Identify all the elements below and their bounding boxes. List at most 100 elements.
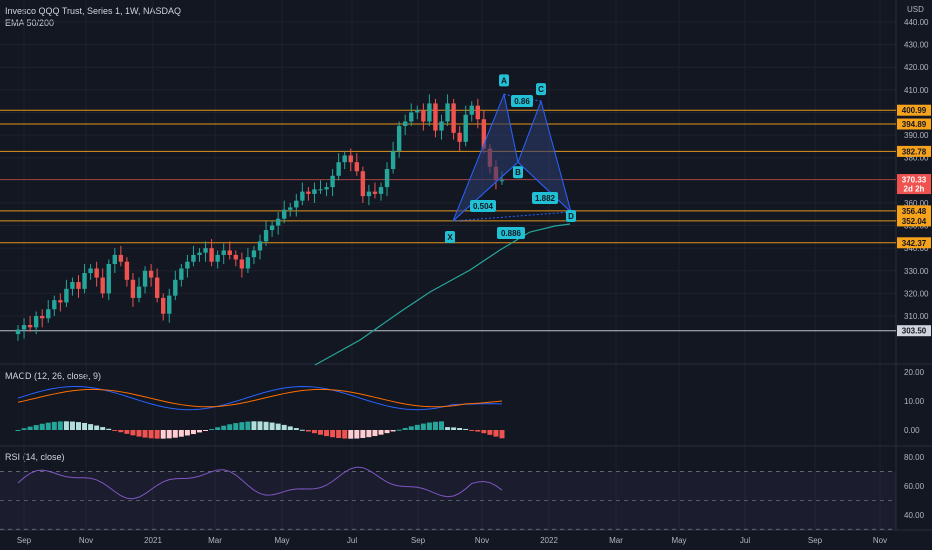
macd-histogram-bar: [166, 430, 172, 439]
candle: [203, 241, 208, 262]
ratio-ab-label: 0.86: [511, 95, 533, 107]
ratio-xd-label: 0.886: [497, 227, 525, 239]
macd-histogram-bar: [330, 430, 336, 438]
price-tag-text: 370.33: [902, 176, 927, 185]
candle: [82, 263, 87, 294]
macd-histogram-bar: [57, 421, 63, 430]
candle: [64, 279, 69, 307]
macd-histogram-bar: [348, 430, 354, 439]
macd-y-tick: 0.00: [904, 426, 920, 435]
y-tick-label: 440.00: [904, 18, 929, 27]
point-d-label-bg: [566, 209, 576, 222]
macd-histogram-bar: [318, 430, 323, 435]
candle-body: [130, 279, 136, 298]
candle-body: [378, 187, 384, 194]
candle: [124, 257, 130, 287]
candle-body: [269, 225, 275, 231]
macd-histogram-bar: [378, 430, 384, 435]
candle: [46, 300, 51, 323]
candle: [384, 162, 390, 197]
candle-body: [82, 273, 87, 289]
candle-body: [439, 121, 444, 131]
candle-body: [161, 297, 166, 314]
candle-body: [15, 329, 21, 335]
price-tag: 303.50: [897, 325, 931, 337]
candle-body: [445, 103, 450, 122]
macd-histogram-bar: [305, 430, 311, 432]
candle: [457, 126, 462, 151]
point-b-label-bg: [513, 166, 523, 179]
candle-body: [360, 171, 366, 197]
candle-body: [185, 261, 190, 269]
candle: [324, 182, 329, 197]
point-x-label-text: X: [447, 233, 453, 242]
macd-histogram-bar: [203, 430, 209, 431]
price-tag-text: 352.04: [902, 217, 927, 226]
candle-body: [306, 191, 311, 194]
candle: [336, 153, 341, 181]
candle-body: [469, 105, 474, 115]
candle-body: [154, 277, 160, 298]
ema-line: [314, 223, 571, 366]
macd-histogram-bar: [106, 428, 112, 430]
harmonic-xd-line: [452, 211, 572, 222]
x-tick-label: Nov: [873, 536, 887, 545]
candle: [21, 318, 27, 339]
macd-histogram-bar: [499, 430, 505, 439]
candle: [360, 166, 366, 203]
y-tick-label: 380.00: [904, 154, 929, 163]
macd-indicator-label[interactable]: MACD (12, 26, close, 9): [5, 371, 102, 381]
price-tag: 400.99: [897, 104, 931, 116]
candle: [469, 101, 474, 122]
ratio-xb-label: 0.504: [470, 200, 496, 212]
point-a-label-bg: [499, 74, 509, 87]
candle-body: [221, 250, 226, 255]
macd-histogram-bar: [197, 430, 202, 433]
candle: [366, 184, 372, 206]
candle: [148, 263, 154, 287]
candle: [221, 243, 226, 264]
point-d-label: D: [566, 209, 576, 222]
ema-indicator-label[interactable]: EMA 50/200: [5, 18, 55, 28]
candle-body: [227, 250, 232, 255]
point-a-label: A: [499, 74, 509, 87]
point-c-label: C: [536, 83, 546, 96]
price-tag-bg: [897, 145, 931, 157]
x-tick-label: Jul: [347, 536, 357, 545]
point-b-label: B: [513, 166, 523, 179]
harmonic-xab-triangle: [452, 92, 519, 222]
candle-body: [27, 325, 33, 328]
macd-histogram-bar: [51, 421, 57, 430]
candle-body: [288, 207, 293, 210]
x-tick-label: Nov: [79, 536, 93, 545]
candle-body: [421, 110, 426, 122]
macd-histogram-bar: [136, 430, 142, 437]
candle: [318, 180, 323, 194]
macd-histogram-bar: [414, 424, 420, 430]
candle-body: [300, 191, 305, 201]
candle-body: [64, 288, 69, 303]
candle: [409, 103, 414, 127]
y-tick-label: 330.00: [904, 267, 929, 276]
candle-body: [112, 254, 117, 264]
candle: [275, 211, 281, 235]
candle: [161, 293, 166, 321]
price-tag-bg: [897, 325, 931, 337]
candle-body: [263, 230, 269, 242]
candle: [354, 153, 359, 176]
candle-body: [46, 309, 51, 319]
ratio-xd-label-text: 0.886: [501, 229, 522, 238]
candle-body: [239, 259, 245, 269]
macd-histogram-bar: [384, 430, 390, 434]
candle-body: [427, 103, 432, 122]
macd-histogram-bar: [439, 421, 444, 430]
macd-histogram-bar: [15, 430, 21, 431]
candle: [52, 295, 57, 316]
macd-y-tick: 20.00: [904, 368, 925, 377]
rsi-indicator-label[interactable]: RSI (14, close): [5, 452, 65, 462]
candle: [33, 311, 39, 335]
candle: [100, 268, 105, 298]
y-tick-label: 410.00: [904, 86, 929, 95]
harmonic-xb-line: [452, 161, 519, 222]
